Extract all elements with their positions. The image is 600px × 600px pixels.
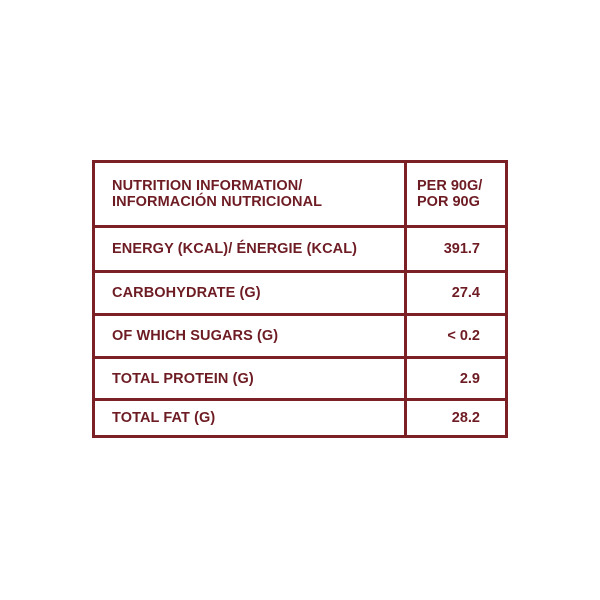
header-serving-english: PER 90G/ (417, 178, 483, 194)
row-value: 391.7 (443, 241, 480, 257)
header-serving: PER 90G/ POR 90G (417, 178, 482, 210)
table-row: OF WHICH SUGARS (G) < 0.2 (95, 313, 505, 356)
table-row: TOTAL PROTEIN (G) 2.9 (95, 356, 505, 398)
nutrition-table: NUTRITION INFORMATION/ INFORMACIÓN NUTRI… (92, 160, 508, 438)
row-label: CARBOHYDRATE (G) (112, 285, 261, 301)
row-label: TOTAL FAT (G) (112, 410, 216, 426)
table-row: ENERGY (KCAL)/ ÉNERGIE (KCAL) 391.7 (95, 225, 505, 270)
header-label-english: NUTRITION INFORMATION/ (112, 178, 303, 194)
table-header-row: NUTRITION INFORMATION/ INFORMACIÓN NUTRI… (95, 163, 505, 225)
column-divider (404, 163, 407, 435)
header-serving-spanish: POR 90G (417, 194, 480, 210)
row-value: 27.4 (451, 285, 480, 301)
row-label: ENERGY (KCAL)/ ÉNERGIE (KCAL) (112, 241, 358, 257)
row-value: 2.9 (459, 370, 480, 387)
table-row: TOTAL FAT (G) 28.2 (95, 398, 505, 435)
row-value: < 0.2 (447, 328, 480, 344)
row-label: TOTAL PROTEIN (G) (112, 370, 254, 387)
row-label: OF WHICH SUGARS (G) (112, 328, 279, 344)
table-row: CARBOHYDRATE (G) 27.4 (95, 270, 505, 313)
header-label-spanish: INFORMACIÓN NUTRICIONAL (112, 194, 323, 210)
row-value: 28.2 (451, 410, 480, 426)
header-label: NUTRITION INFORMATION/ INFORMACIÓN NUTRI… (112, 178, 322, 210)
